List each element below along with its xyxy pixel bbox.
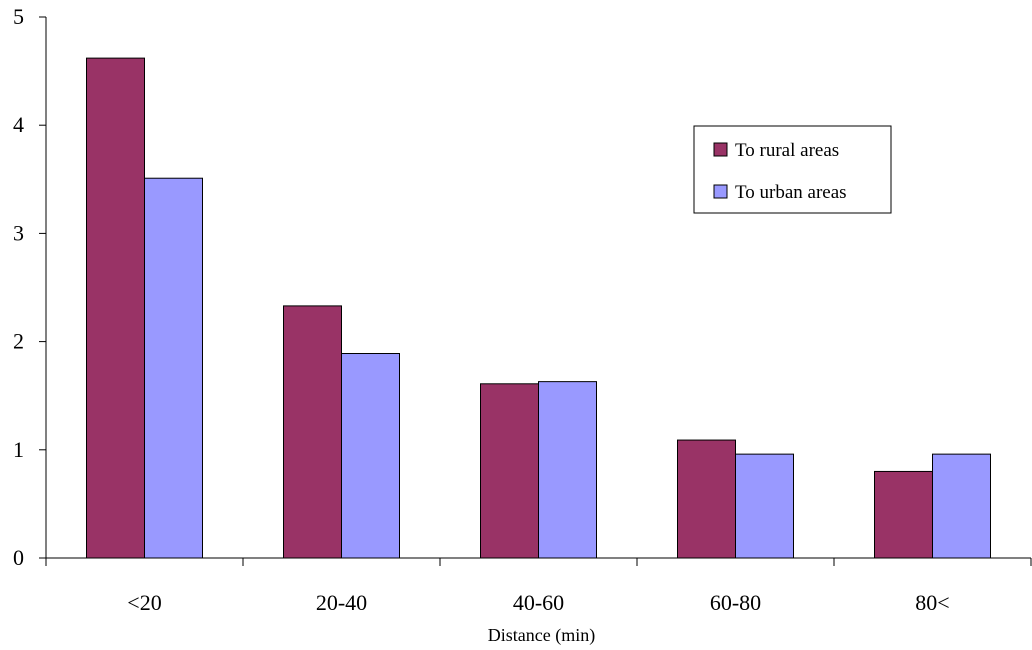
y-tick-label-1: 1 [13, 437, 24, 462]
bar-urban-3 [735, 453, 794, 559]
bar-urban-2 [538, 381, 597, 559]
y-tick-label-4: 4 [13, 112, 24, 137]
bar-rural-1 [283, 305, 342, 559]
bar-urban-0 [144, 177, 203, 559]
bar-rural-0 [86, 57, 145, 559]
legend-label-0: To rural areas [735, 140, 839, 161]
y-tick-label-2: 2 [13, 329, 24, 354]
bar-rural-2 [480, 383, 539, 559]
y-tick-label-0: 0 [13, 545, 24, 570]
y-ticks: 0 1 2 3 4 5 [13, 4, 46, 570]
x-tick-label-0: <20 [127, 590, 161, 615]
x-tick-label-2: 40-60 [513, 590, 564, 615]
x-ticks: <20 20-40 40-60 60-80 80< [45, 558, 1032, 615]
x-tick-label-1: 20-40 [316, 590, 367, 615]
bars-group [86, 57, 991, 559]
legend-swatch-0 [713, 142, 728, 157]
x-tick-label-3: 60-80 [710, 590, 761, 615]
y-tick-label-3: 3 [13, 220, 24, 245]
legend-label-1: To urban areas [735, 182, 847, 203]
legend-swatch-1 [713, 184, 728, 199]
x-tick-label-4: 80< [915, 590, 949, 615]
x-axis-title: Distance (min) [488, 625, 595, 646]
legend: To rural areas To urban areas [693, 125, 892, 214]
bar-urban-4 [932, 453, 991, 559]
bar-rural-3 [677, 439, 736, 559]
bar-urban-1 [341, 353, 400, 559]
y-tick-label-5: 5 [13, 4, 24, 29]
bar-rural-4 [874, 470, 933, 559]
